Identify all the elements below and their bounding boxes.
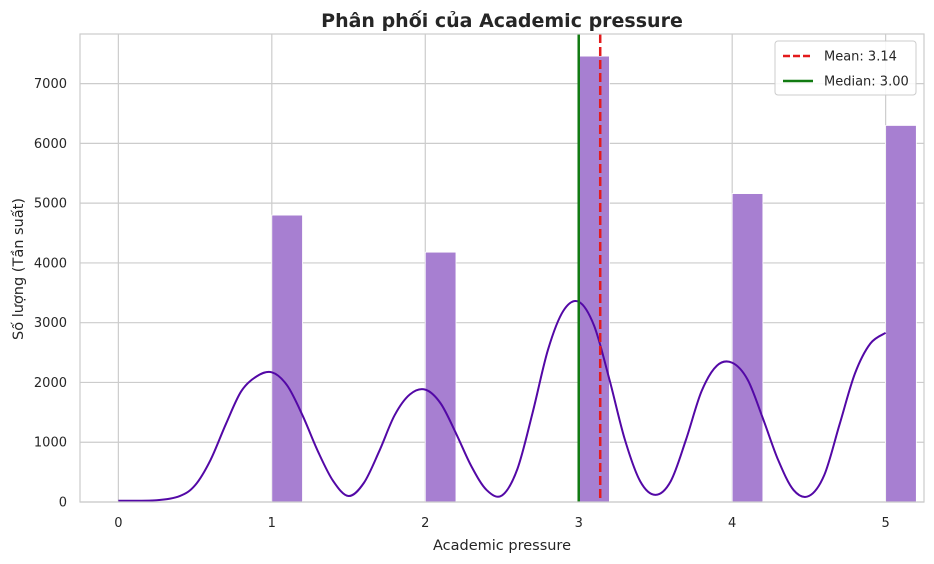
histogram-bars	[271, 55, 917, 503]
y-tick-label: 5000	[34, 197, 67, 212]
histogram-bar	[731, 193, 764, 503]
y-axis-label: Số lượng (Tần suất)	[10, 198, 27, 340]
y-tick-label: 6000	[34, 137, 67, 152]
legend-label: Mean: 3.14	[824, 50, 897, 65]
x-tick-label: 2	[421, 516, 429, 531]
y-tick-label: 1000	[34, 436, 67, 451]
histogram-bar	[885, 125, 917, 503]
y-tick-label: 4000	[34, 256, 67, 271]
x-tick-label: 0	[114, 516, 122, 531]
y-tick-label: 3000	[34, 316, 67, 331]
x-axis-label: Academic pressure	[433, 538, 571, 554]
y-tick-label: 0	[59, 496, 67, 511]
kde-curve-group	[118, 300, 887, 502]
x-tick-label: 5	[881, 516, 889, 531]
histogram-bar	[271, 214, 303, 503]
x-tick-label: 1	[268, 516, 276, 531]
legend: Mean: 3.14 Median: 3.00	[774, 40, 917, 96]
x-tick-label: 3	[575, 516, 583, 531]
y-tick-label: 7000	[34, 77, 67, 92]
histogram-bar	[578, 55, 610, 503]
histogram-bar	[424, 251, 457, 503]
grid-lines	[80, 34, 924, 503]
x-tick-label: 4	[728, 516, 736, 531]
y-tick-labels: 0 1000 2000 3000 4000 5000 6000 7000	[34, 77, 67, 510]
kde-curve	[118, 300, 887, 502]
plot-frame	[79, 33, 925, 503]
reference-lines	[577, 34, 602, 502]
chart-title: Phân phối của Academic pressure	[321, 9, 683, 32]
y-tick-label: 2000	[34, 376, 67, 391]
x-tick-labels: 0 1 2 3 4 5	[114, 516, 890, 531]
legend-label: Median: 3.00	[824, 75, 909, 90]
